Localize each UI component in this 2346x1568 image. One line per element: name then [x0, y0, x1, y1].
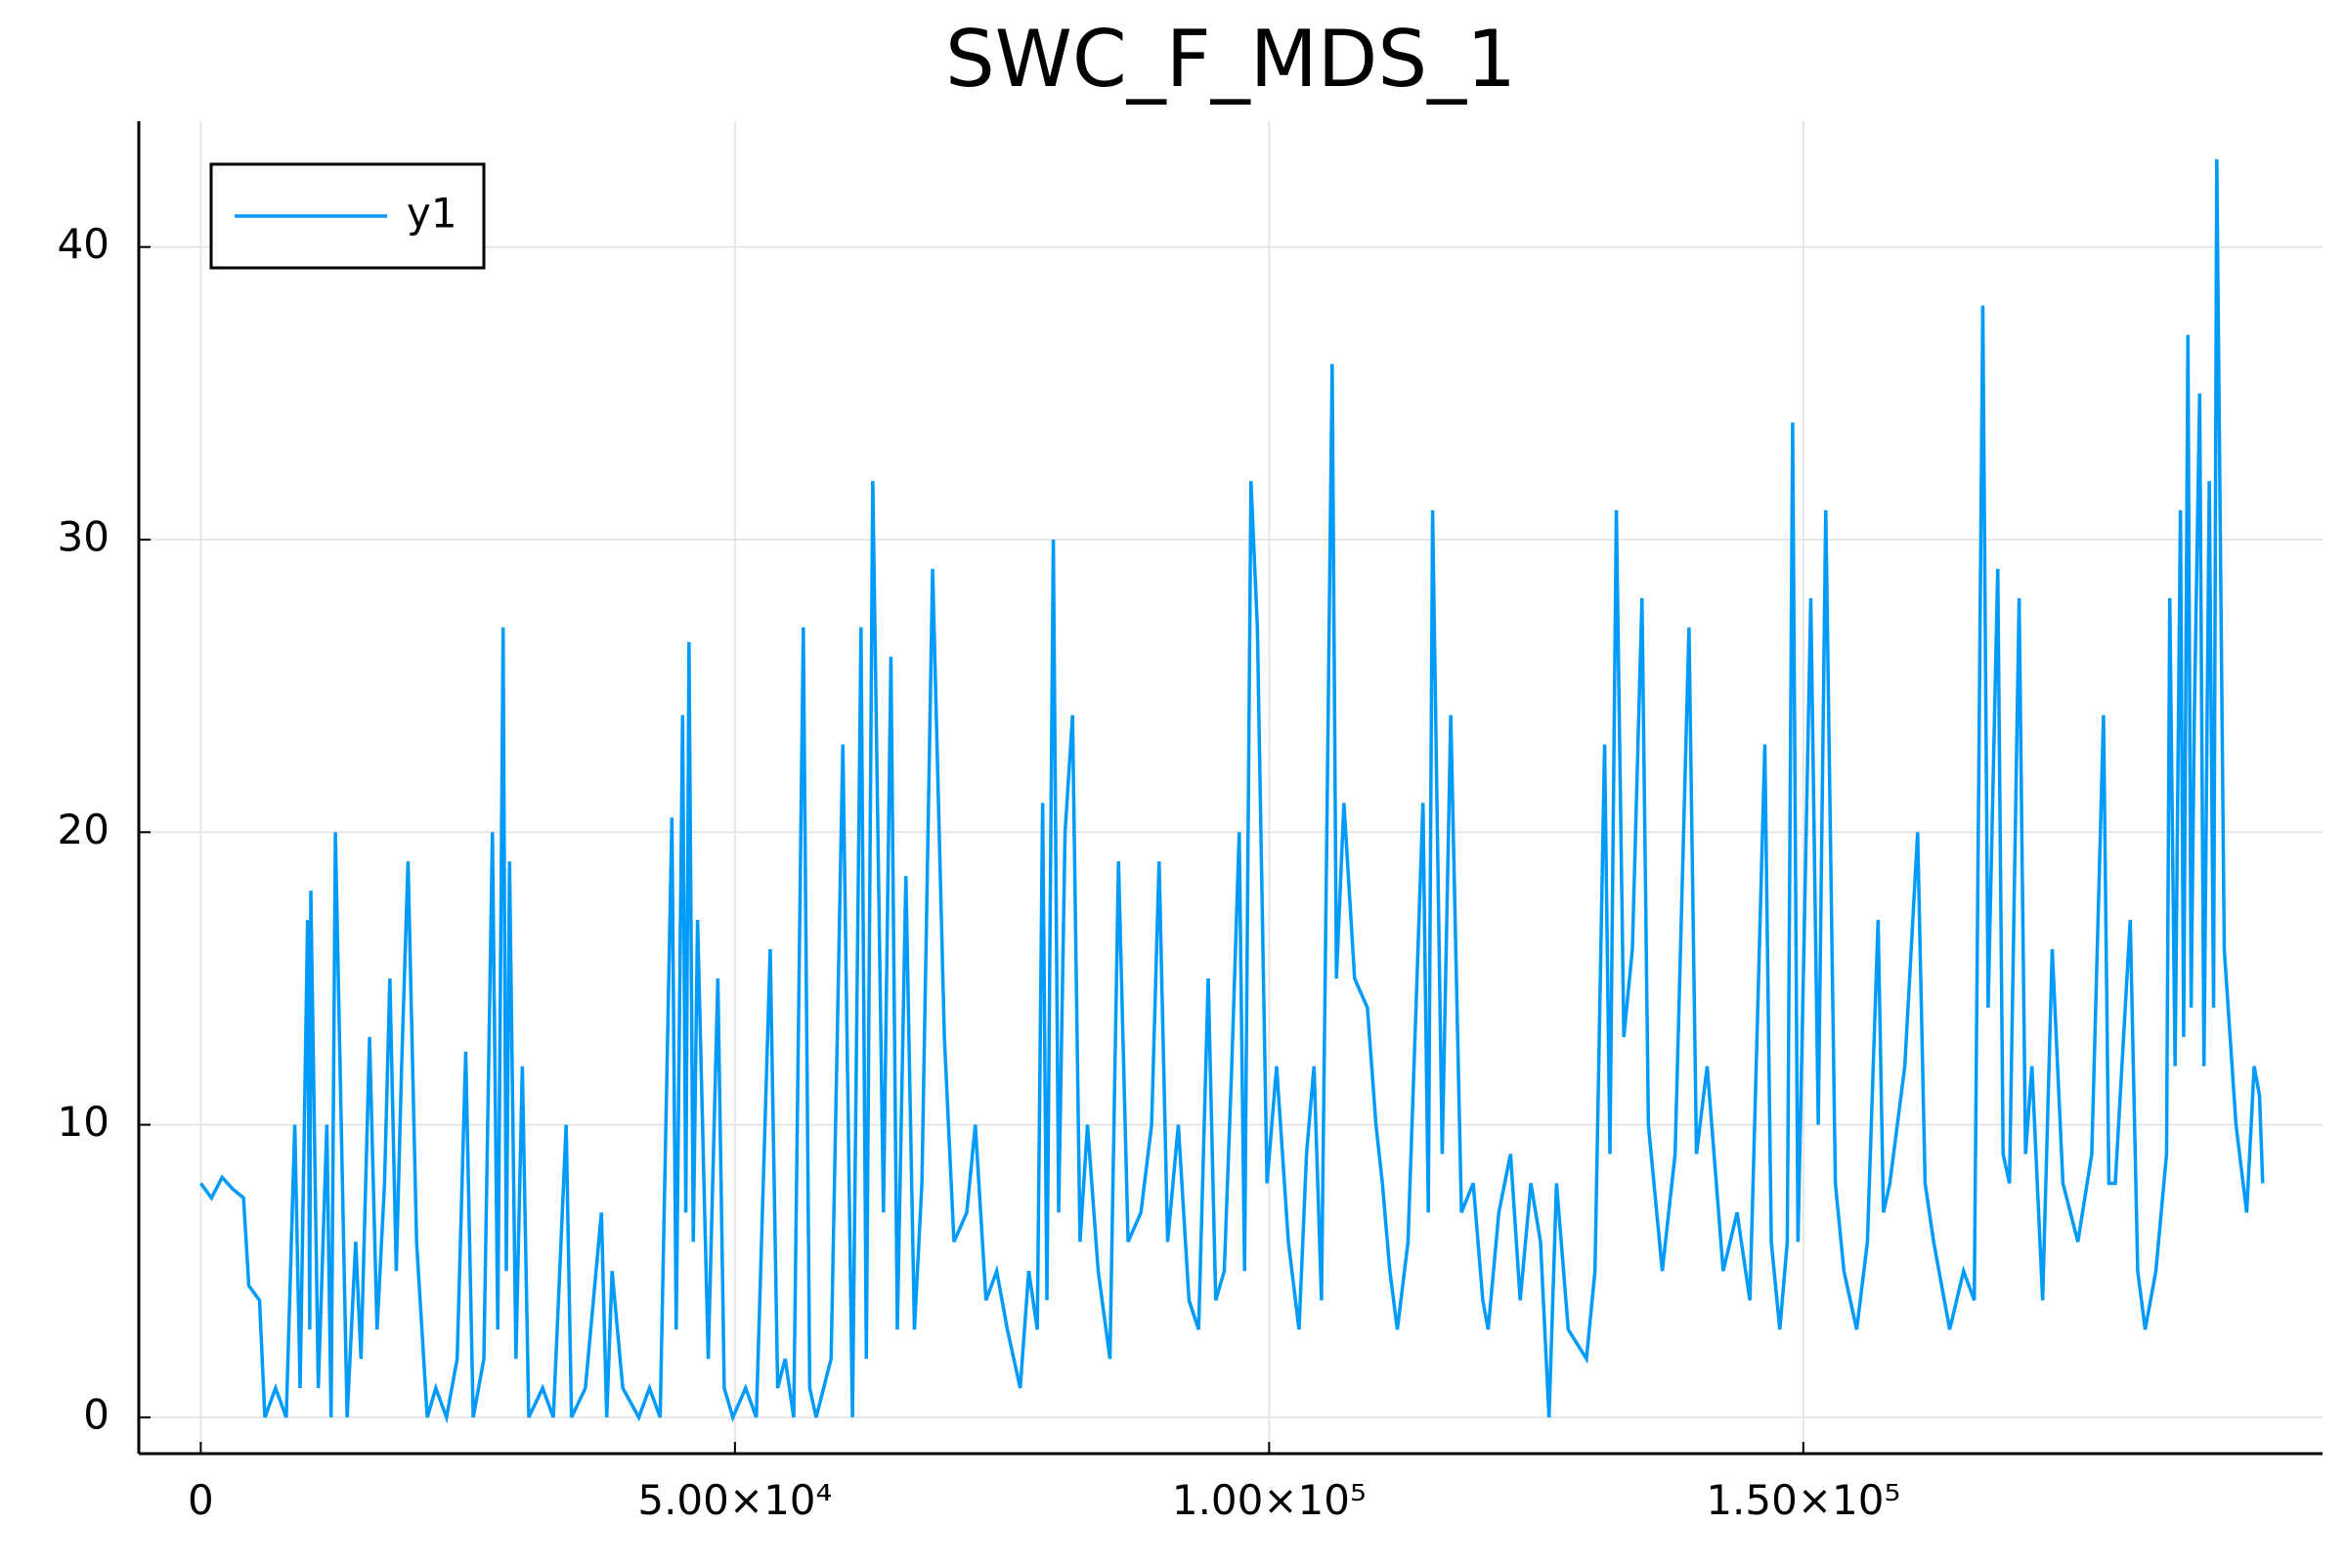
x-tick-label: 0 — [188, 1476, 214, 1524]
data-line — [198, 158, 2265, 1424]
y-tick-label: 20 — [58, 806, 109, 853]
y-tick-label: 10 — [58, 1098, 109, 1146]
y-tick-label: 40 — [58, 220, 109, 268]
y-tick-label: 0 — [83, 1390, 109, 1438]
y-tick-label: 30 — [58, 512, 109, 560]
chart-title: SWC_F_MDS_1 — [945, 14, 1516, 105]
x-tick-label: 1.00×10⁵ — [1172, 1476, 1367, 1524]
x-tick-label: 5.00×10⁴ — [637, 1476, 832, 1524]
x-tick-label: 1.50×10⁵ — [1706, 1476, 1900, 1524]
legend-label: y1 — [407, 190, 457, 238]
